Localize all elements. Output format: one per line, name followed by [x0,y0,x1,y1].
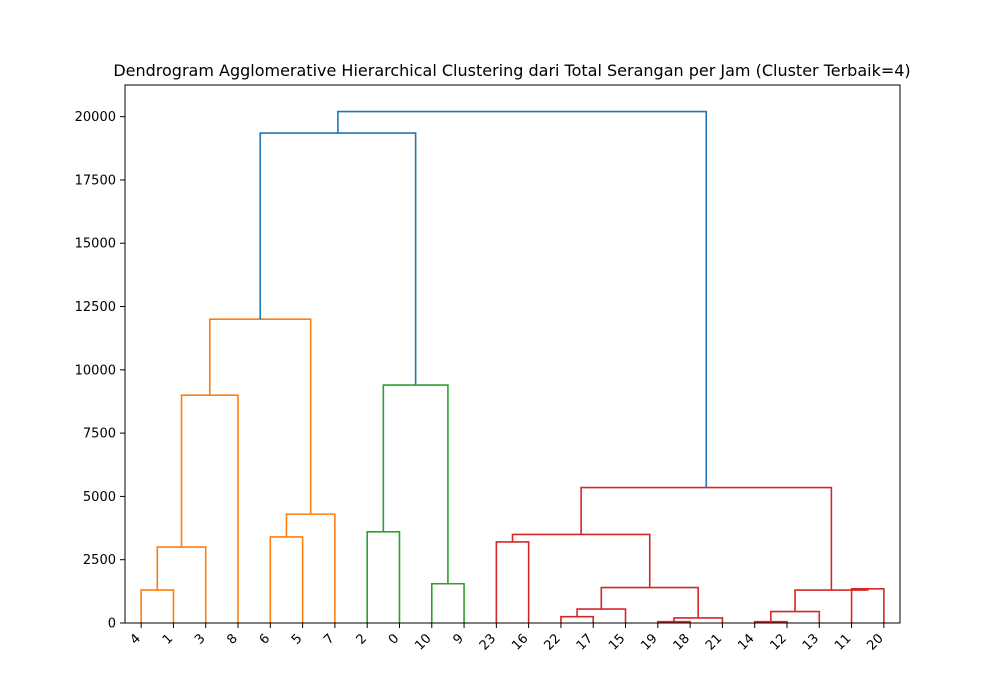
leaf-label: 6 [257,631,273,647]
y-tick-label: 15000 [75,237,116,252]
y-tick-label: 5000 [83,490,116,505]
dendrogram-link [180,394,239,623]
leaf-label: 12 [768,631,790,653]
leaf-label: 4 [128,631,144,647]
leaf-label: 10 [412,631,434,653]
leaf-label: 17 [574,631,596,653]
dendrogram-link [366,531,401,623]
leaf-label: 16 [509,631,531,653]
dendrogram-link [430,582,465,623]
chart-title: Dendrogram Agglomerative Hierarchical Cl… [113,61,910,80]
dendrogram-link [511,533,651,588]
plot-frame [124,84,901,624]
dendrogram-link [600,586,699,618]
leaf-label: 15 [606,631,628,653]
dendrogram-links [140,110,885,623]
leaf-label: 7 [321,631,337,647]
dendrogram-link [259,132,417,386]
y-tick-label: 0 [108,617,116,632]
dendrogram-link [285,513,336,623]
leaf-label: 23 [477,631,499,653]
leaf-label: 19 [638,631,660,653]
leaf-label: 3 [192,631,208,647]
leaf-label: 18 [671,631,693,653]
leaf-label: 22 [541,631,563,653]
leaf-label: 13 [800,631,822,653]
y-tick-label: 10000 [75,363,116,378]
dendrogram-link [580,486,833,591]
y-tick-label: 12500 [75,300,116,315]
leaf-label: 21 [703,631,725,653]
y-tick-label: 17500 [75,173,116,188]
leaf-label: 20 [864,631,886,653]
y-axis: 0 2500 5000 7500 10000 12500 15000 17500 20000 [75,110,125,632]
leaf-label: 8 [224,631,240,647]
y-tick-label: 2500 [83,553,116,568]
dendrogram-link [850,588,885,623]
leaf-label: 5 [289,631,305,647]
leaf-label: 9 [450,631,466,647]
dendrogram-link [156,546,207,623]
dendrogram-link [794,588,869,612]
dendrogram-link [495,541,530,623]
leaf-label: 2 [354,631,370,647]
dendrogram-link [208,318,312,515]
y-tick-label: 20000 [75,110,116,125]
y-tick-label: 7500 [83,427,116,442]
dendrogram-link [560,615,595,623]
leaf-label: 1 [160,631,176,647]
x-axis: 4 1 3 8 6 5 7 2 0 10 9 23 16 22 17 15 19 18 21 14 12 13 11 20 [128,623,887,654]
dendrogram-link [269,536,304,623]
leaf-label: 0 [386,631,402,647]
leaf-label: 11 [832,631,854,653]
leaf-label: 14 [735,631,757,653]
dendrogram-link [337,110,708,488]
dendrogram-link [382,384,449,584]
dendrogram-link [140,589,175,623]
